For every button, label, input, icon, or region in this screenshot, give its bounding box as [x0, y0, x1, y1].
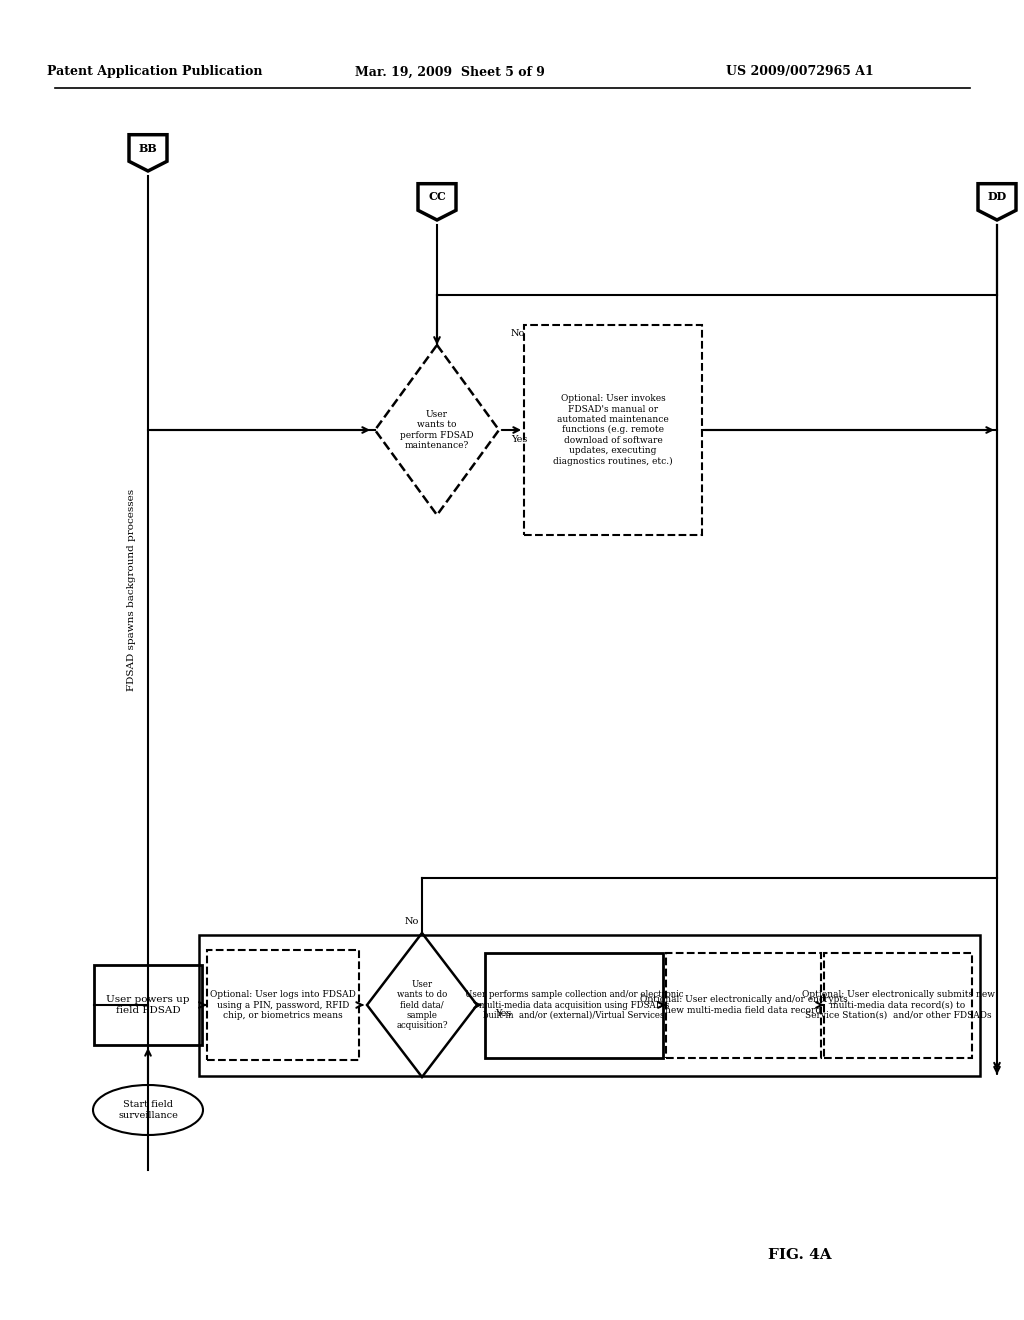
- FancyBboxPatch shape: [666, 953, 821, 1057]
- FancyBboxPatch shape: [824, 953, 972, 1057]
- Text: BB: BB: [138, 143, 158, 153]
- Text: User
wants to do
field data/
sample
acquisition?: User wants to do field data/ sample acqu…: [396, 979, 447, 1031]
- FancyBboxPatch shape: [485, 953, 663, 1057]
- Text: User powers up
field FDSAD: User powers up field FDSAD: [106, 995, 189, 1015]
- Polygon shape: [418, 183, 456, 220]
- Text: Start field
surveillance: Start field surveillance: [118, 1101, 178, 1119]
- Text: Patent Application Publication: Patent Application Publication: [47, 66, 263, 78]
- Text: No: No: [511, 329, 525, 338]
- Text: Mar. 19, 2009  Sheet 5 of 9: Mar. 19, 2009 Sheet 5 of 9: [355, 66, 545, 78]
- Text: Yes: Yes: [511, 436, 527, 445]
- Text: CC: CC: [428, 191, 445, 202]
- Text: Yes: Yes: [495, 1008, 511, 1018]
- Text: DD: DD: [987, 191, 1007, 202]
- FancyBboxPatch shape: [94, 965, 202, 1045]
- Polygon shape: [978, 183, 1016, 220]
- Polygon shape: [367, 933, 477, 1077]
- Text: Optional: User logs into FDSAD
using a PIN, password, RFID
chip, or biometrics m: Optional: User logs into FDSAD using a P…: [210, 990, 356, 1020]
- Text: Optional: User electronically and/or encrypts
new multi-media field data record: Optional: User electronically and/or enc…: [640, 995, 848, 1015]
- Text: Optional: User electronically submits new
multi-media data record(s) to
Service : Optional: User electronically submits ne…: [802, 990, 994, 1020]
- Ellipse shape: [93, 1085, 203, 1135]
- Polygon shape: [129, 135, 167, 172]
- FancyBboxPatch shape: [207, 950, 359, 1060]
- Text: User
wants to
perform FDSAD
maintenance?: User wants to perform FDSAD maintenance?: [400, 411, 474, 450]
- Text: FIG. 4A: FIG. 4A: [768, 1247, 831, 1262]
- Text: No: No: [404, 916, 419, 925]
- Polygon shape: [375, 345, 499, 515]
- Text: User performs sample collection and/or electronic
multi-media data acquisition u: User performs sample collection and/or e…: [465, 990, 683, 1020]
- Text: FDSAD spawns background processes: FDSAD spawns background processes: [128, 488, 136, 692]
- Text: US 2009/0072965 A1: US 2009/0072965 A1: [726, 66, 873, 78]
- FancyBboxPatch shape: [524, 325, 702, 535]
- Text: Optional: User invokes
FDSAD's manual or
automated maintenance
functions (e.g. r: Optional: User invokes FDSAD's manual or…: [553, 395, 673, 466]
